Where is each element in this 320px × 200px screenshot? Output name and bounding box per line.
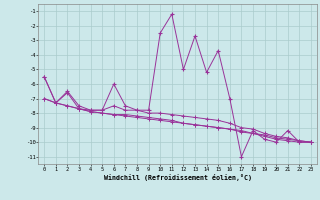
X-axis label: Windchill (Refroidissement éolien,°C): Windchill (Refroidissement éolien,°C) — [104, 174, 252, 181]
